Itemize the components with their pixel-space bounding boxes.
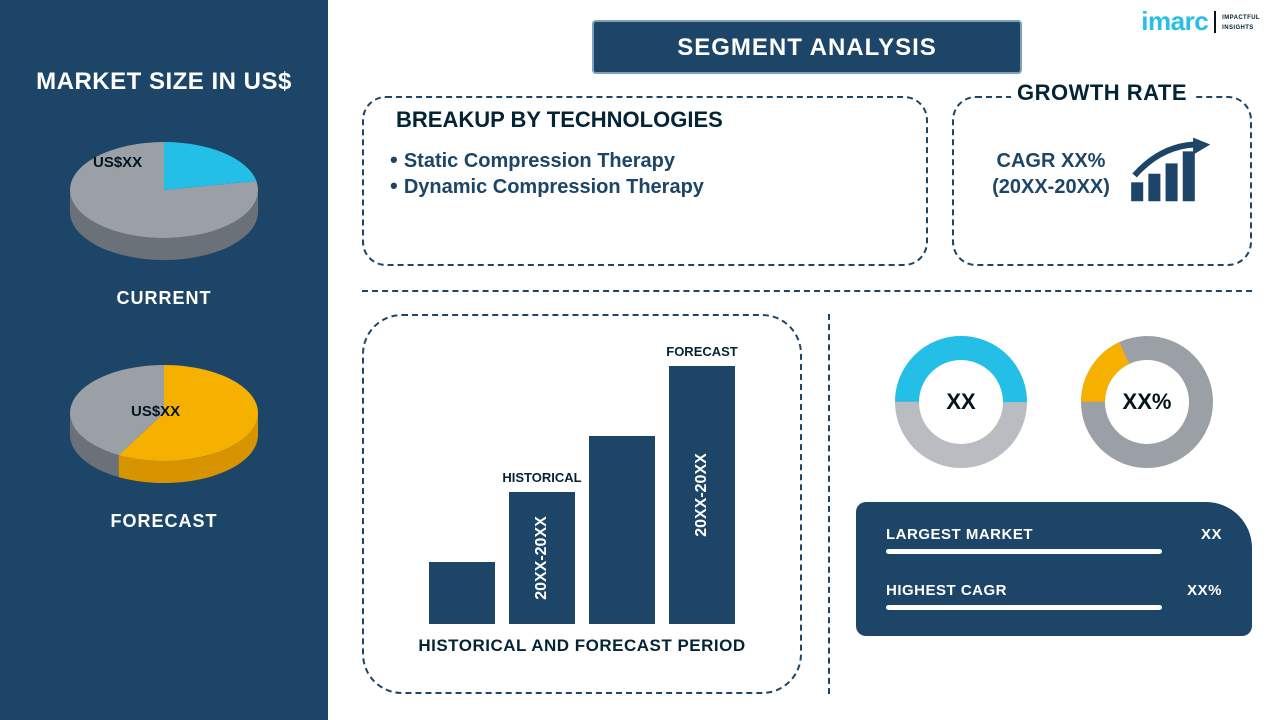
logo-tag2: INSIGHTS — [1222, 25, 1260, 32]
donut-center: XX — [891, 332, 1031, 472]
logo-tag1: IMPACTFUL — [1222, 15, 1260, 22]
pie-forecast-wrap: US$XX FORECAST — [34, 357, 294, 532]
historical-bars: HISTORICAL20XX-20XXFORECAST20XX-20XX — [392, 334, 772, 624]
hist-bar — [429, 562, 495, 624]
donut-center: XX% — [1077, 332, 1217, 472]
donut-row: XX XX% — [856, 332, 1252, 472]
bar-vert-label: 20XX-20XX — [693, 453, 711, 537]
pie-current: US$XX — [59, 134, 269, 274]
pie-current-wrap: US$XX CURRENT — [34, 134, 294, 309]
pie-forecast-label: FORECAST — [111, 511, 218, 532]
bar-top-label: HISTORICAL — [502, 470, 581, 485]
pie-current-label: CURRENT — [117, 288, 212, 309]
breakup-list: Static Compression TherapyDynamic Compre… — [390, 147, 900, 199]
market-item-label: HIGHEST CAGR — [886, 582, 1007, 599]
bar-vert-label: 20XX-20XX — [533, 516, 551, 600]
logo-text: imarc — [1141, 6, 1208, 37]
divider-horizontal — [362, 290, 1252, 292]
breakup-panel: BREAKUP BY TECHNOLOGIES Static Compressi… — [362, 96, 928, 266]
market-bar — [886, 549, 1162, 554]
donut-chart: XX% — [1077, 332, 1217, 472]
logo: imarc IMPACTFUL INSIGHTS — [1141, 6, 1260, 37]
pie-forecast: US$XX — [59, 357, 269, 497]
growth-panel: GROWTH RATE CAGR XX% (20XX-20XX) — [952, 96, 1252, 266]
sidebar-market-size: MARKET SIZE IN US$ US$XX CURRENT US$XX F… — [0, 0, 328, 720]
bar-top-label: FORECAST — [666, 344, 738, 359]
hist-bar: FORECAST20XX-20XX — [669, 366, 735, 624]
donut-chart: XX — [891, 332, 1031, 472]
breakup-item: Static Compression Therapy — [390, 147, 900, 173]
historical-panel: HISTORICAL20XX-20XXFORECAST20XX-20XX HIS… — [362, 314, 802, 694]
market-item: HIGHEST CAGR XX% — [886, 582, 1222, 610]
historical-title: HISTORICAL AND FORECAST PERIOD — [418, 636, 745, 656]
market-item-value: XX — [1201, 526, 1222, 543]
divider-vertical — [828, 314, 830, 694]
sidebar-title: MARKET SIZE IN US$ — [36, 68, 292, 96]
hist-bar — [589, 436, 655, 624]
market-item-label: LARGEST MARKET — [886, 526, 1033, 543]
breakup-item: Dynamic Compression Therapy — [390, 173, 900, 199]
cagr-text: CAGR XX% (20XX-20XX) — [992, 148, 1110, 200]
growth-heading: GROWTH RATE — [1011, 80, 1193, 106]
main-panel: imarc IMPACTFUL INSIGHTS SEGMENT ANALYSI… — [328, 0, 1280, 720]
market-item-value: XX% — [1187, 582, 1222, 599]
growth-arrow-icon — [1126, 137, 1212, 212]
breakup-heading: BREAKUP BY TECHNOLOGIES — [390, 107, 729, 133]
market-item: LARGEST MARKET XX — [886, 526, 1222, 554]
hist-bar: HISTORICAL20XX-20XX — [509, 492, 575, 624]
market-panel: XX XX% LARGEST MARKET XX HIGHEST CAGR XX… — [856, 314, 1252, 694]
market-card: LARGEST MARKET XX HIGHEST CAGR XX% — [856, 502, 1252, 636]
market-bar — [886, 605, 1162, 610]
segment-banner: SEGMENT ANALYSIS — [592, 20, 1022, 74]
